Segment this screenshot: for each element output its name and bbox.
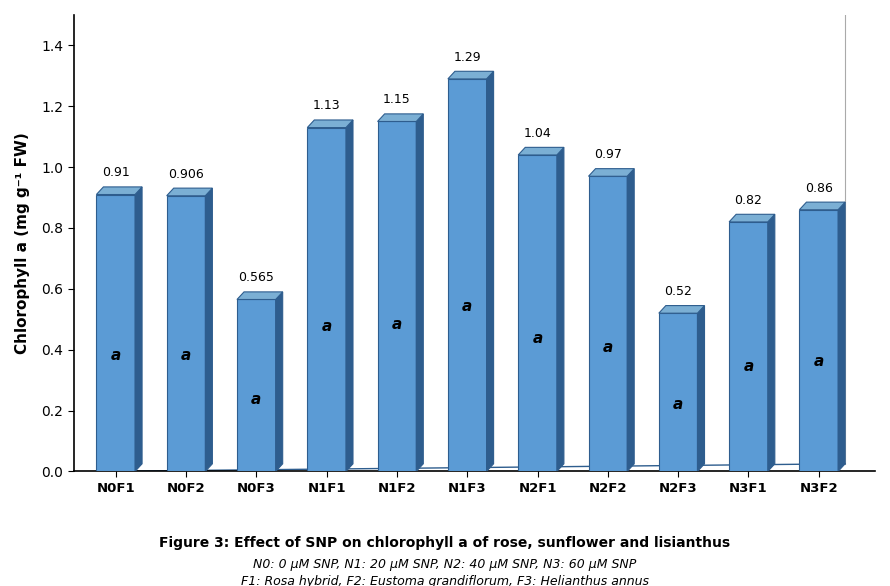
Polygon shape xyxy=(307,120,353,128)
Polygon shape xyxy=(768,214,775,471)
Polygon shape xyxy=(307,128,346,471)
Text: a: a xyxy=(321,319,332,335)
Text: 0.565: 0.565 xyxy=(239,271,274,284)
Polygon shape xyxy=(588,169,635,176)
Text: 0.97: 0.97 xyxy=(594,148,622,161)
Text: 1.13: 1.13 xyxy=(312,100,341,113)
Text: 1.04: 1.04 xyxy=(523,127,552,139)
Text: 0.52: 0.52 xyxy=(664,285,692,298)
Text: a: a xyxy=(532,331,543,346)
Polygon shape xyxy=(659,305,705,313)
Polygon shape xyxy=(518,147,564,155)
Text: 1.29: 1.29 xyxy=(453,50,481,64)
Text: 0.906: 0.906 xyxy=(168,168,204,180)
Text: a: a xyxy=(392,317,402,332)
Polygon shape xyxy=(237,299,276,471)
Polygon shape xyxy=(448,79,487,471)
Text: N0: 0 μM SNP, N1: 20 μM SNP, N2: 40 μM SNP, N3: 60 μM SNP: N0: 0 μM SNP, N1: 20 μM SNP, N2: 40 μM S… xyxy=(254,558,636,571)
Polygon shape xyxy=(448,71,494,79)
Polygon shape xyxy=(588,176,627,471)
Text: a: a xyxy=(813,354,824,369)
Polygon shape xyxy=(135,187,142,471)
Text: a: a xyxy=(181,348,191,363)
Polygon shape xyxy=(557,147,564,471)
Text: a: a xyxy=(110,347,121,363)
Text: a: a xyxy=(462,299,473,314)
Polygon shape xyxy=(799,210,838,471)
Polygon shape xyxy=(729,214,775,222)
Text: a: a xyxy=(743,359,754,374)
Polygon shape xyxy=(518,155,557,471)
Text: a: a xyxy=(251,391,262,407)
Text: 1.15: 1.15 xyxy=(383,93,411,106)
Polygon shape xyxy=(237,292,283,299)
Y-axis label: Chlorophyll a (mg g⁻¹ FW): Chlorophyll a (mg g⁻¹ FW) xyxy=(15,132,30,354)
Polygon shape xyxy=(377,114,424,121)
Polygon shape xyxy=(417,114,424,471)
Polygon shape xyxy=(659,313,698,471)
Polygon shape xyxy=(729,222,768,471)
Text: F1: Rosa hybrid, F2: Eustoma grandiflorum, F3: Helianthus annus: F1: Rosa hybrid, F2: Eustoma grandifloru… xyxy=(241,575,649,586)
Polygon shape xyxy=(627,169,635,471)
Polygon shape xyxy=(166,196,206,471)
Text: Figure 3: Effect of SNP on chlorophyll a of rose, sunflower and lisianthus: Figure 3: Effect of SNP on chlorophyll a… xyxy=(159,536,731,550)
Polygon shape xyxy=(377,121,417,471)
Text: a: a xyxy=(603,340,613,355)
Text: 0.86: 0.86 xyxy=(805,182,833,195)
Polygon shape xyxy=(346,120,353,471)
Polygon shape xyxy=(166,188,213,196)
Text: a: a xyxy=(673,397,684,413)
Polygon shape xyxy=(206,188,213,471)
Text: 0.91: 0.91 xyxy=(101,166,130,179)
Polygon shape xyxy=(698,305,705,471)
Polygon shape xyxy=(96,187,142,195)
Polygon shape xyxy=(487,71,494,471)
Text: 0.82: 0.82 xyxy=(734,194,763,207)
Polygon shape xyxy=(276,292,283,471)
Polygon shape xyxy=(799,202,846,210)
Polygon shape xyxy=(838,202,846,471)
Polygon shape xyxy=(96,195,135,471)
